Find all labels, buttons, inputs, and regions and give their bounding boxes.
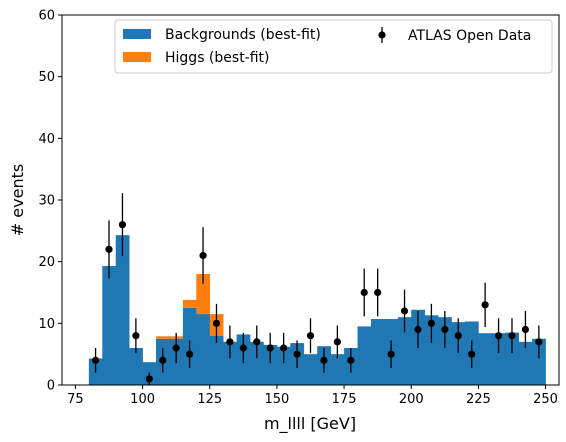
data-point	[280, 344, 288, 352]
data-point	[172, 344, 180, 352]
histogram-bars	[88, 235, 546, 385]
background-bar	[478, 333, 493, 385]
background-bar	[223, 341, 237, 385]
background-bar	[196, 314, 211, 385]
higgs-bar	[182, 299, 197, 308]
data-point	[253, 338, 261, 346]
y-tick-label: 30	[38, 194, 55, 209]
background-bar	[303, 354, 318, 385]
data-point	[494, 332, 503, 340]
x-tick-label: 250	[533, 392, 558, 407]
legend-label-data: ATLAS Open Data	[408, 28, 531, 44]
data-point	[239, 344, 247, 352]
data-point	[159, 356, 167, 364]
x-axis-ticks: 75 100 125 150 175 200 225 250	[67, 385, 558, 407]
x-tick-label: 150	[265, 392, 290, 407]
data-point	[508, 332, 516, 340]
data-point	[535, 338, 543, 346]
data-point	[400, 307, 409, 315]
data-point	[441, 325, 449, 334]
x-axis-label: m_llll [GeV]	[264, 414, 356, 434]
data-point	[145, 375, 153, 383]
data-point	[427, 319, 435, 327]
data-point	[387, 350, 395, 358]
background-bar	[209, 335, 224, 385]
background-bar	[438, 317, 452, 385]
y-axis-label: # events	[8, 164, 27, 236]
x-tick-label: 100	[130, 392, 155, 407]
background-bar	[102, 265, 117, 385]
y-tick-label: 40	[38, 132, 55, 147]
data-point	[132, 332, 140, 340]
data-point	[293, 350, 301, 358]
legend-marker-data	[378, 31, 386, 39]
data-point	[347, 356, 355, 364]
background-bar	[491, 333, 506, 385]
x-tick-label: 225	[466, 392, 491, 407]
data-point	[91, 356, 100, 364]
legend-label-backgrounds: Backgrounds (best-fit)	[165, 27, 321, 43]
background-bar	[129, 348, 143, 385]
legend-box	[114, 19, 553, 74]
data-point	[118, 221, 127, 229]
data-points	[91, 193, 543, 385]
data-point	[333, 338, 341, 346]
background-bar	[357, 326, 372, 385]
higgs-bar	[196, 274, 211, 315]
x-tick-label: 175	[332, 392, 357, 407]
data-point	[360, 288, 368, 297]
y-axis-ticks: 0 10 20 30 40 50 60	[38, 9, 62, 394]
background-bar	[263, 344, 278, 385]
data-point	[521, 325, 530, 334]
background-bar	[397, 317, 412, 385]
data-point	[266, 344, 274, 352]
x-tick-label: 200	[399, 392, 424, 407]
legend-label-higgs: Higgs (best-fit)	[165, 50, 270, 66]
background-bar	[532, 338, 546, 385]
y-tick-label: 0	[47, 379, 55, 394]
data-point	[105, 245, 113, 253]
data-point	[320, 356, 328, 364]
background-bar	[505, 332, 520, 385]
legend: Backgrounds (best-fit) Higgs (best-fit) …	[114, 19, 553, 74]
data-point	[226, 338, 234, 346]
data-point	[374, 288, 382, 297]
background-bar	[451, 322, 466, 385]
data-point	[306, 332, 315, 340]
x-tick-label: 125	[197, 392, 222, 407]
background-bar	[518, 341, 533, 385]
data-point	[414, 325, 422, 334]
y-tick-label: 10	[38, 317, 55, 332]
y-tick-label: 50	[38, 70, 55, 85]
higgs-bar	[156, 336, 170, 339]
y-tick-label: 20	[38, 255, 55, 270]
background-bar	[330, 354, 345, 385]
data-point	[454, 332, 462, 340]
data-point	[212, 319, 221, 327]
background-bar	[250, 341, 264, 385]
data-point	[481, 301, 489, 309]
data-point	[186, 350, 194, 358]
background-bar	[276, 346, 291, 385]
background-bar	[115, 235, 130, 385]
background-bar	[424, 315, 439, 385]
legend-swatch-higgs	[123, 52, 151, 62]
data-point	[199, 251, 207, 260]
background-bar	[370, 319, 385, 385]
data-point	[468, 350, 476, 358]
x-tick-label: 75	[67, 392, 84, 407]
y-tick-label: 60	[38, 9, 55, 24]
legend-swatch-backgrounds	[123, 29, 151, 39]
